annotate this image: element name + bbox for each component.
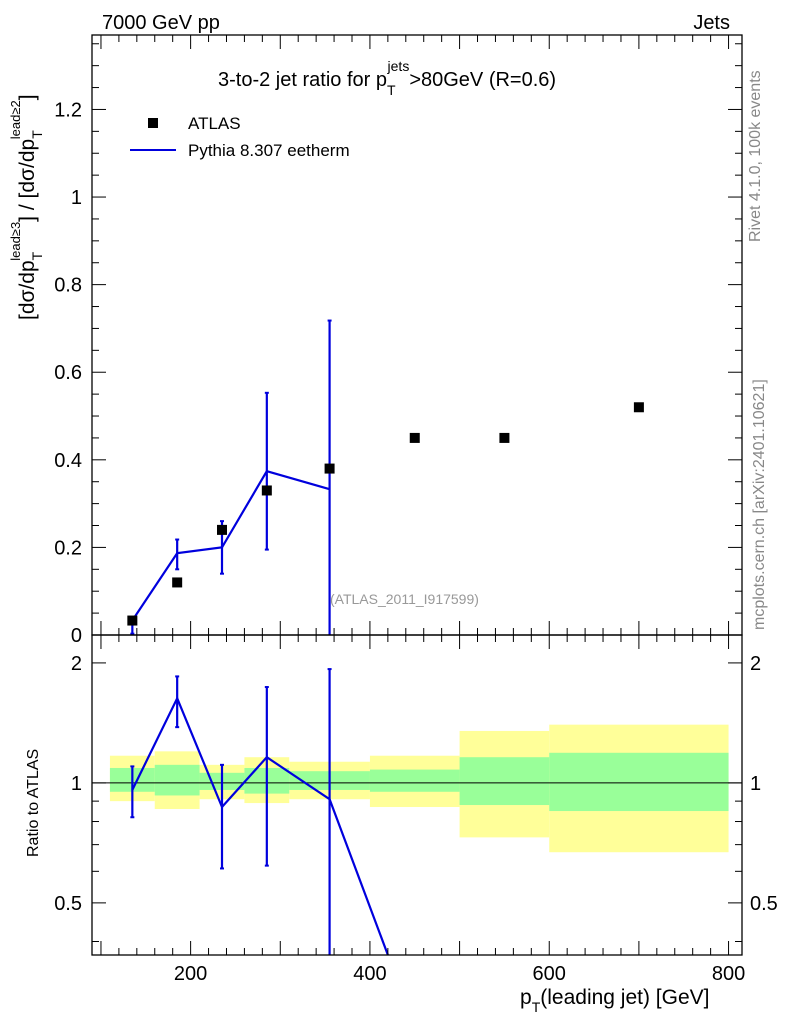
y-tick-label: 0.8	[54, 275, 82, 297]
y-tick-label: 1	[71, 187, 82, 209]
rivet-label: Rivet 4.1.0, 100k events	[747, 70, 764, 242]
ratio-y-tick-label-right: 0.5	[750, 893, 778, 915]
header-right: Jets	[693, 12, 730, 34]
svg-text:[dσ/dpTlead≥3] / [dσ/dpTlead≥2: [dσ/dpTlead≥3] / [dσ/dpTlead≥2]	[8, 94, 45, 320]
data-point	[217, 524, 227, 535]
data-point	[172, 577, 183, 588]
ratio-y-tick-label-right: 1	[750, 773, 761, 795]
mcplots-label: mcplots.cern.ch [arXiv:2401.10621]	[751, 379, 768, 630]
legend: ATLAS Pythia 8.307 eetherm	[130, 114, 350, 160]
data-point	[261, 485, 272, 496]
y-tick-label: 0.6	[54, 362, 82, 384]
data-point	[324, 463, 335, 474]
stat-band-inner-1	[154, 764, 200, 796]
ratio-y-tick-label-right: 2	[750, 653, 761, 675]
ratio-line	[131, 695, 389, 955]
x-tick-label: 800	[712, 963, 745, 985]
ratio-plot-area: 200 400 600 800 0.5 0.5 1 1 2 2	[54, 634, 778, 985]
legend-label-pythia: Pythia 8.307 eetherm	[188, 141, 350, 160]
ratio-y-tick-label-left: 0.5	[54, 893, 82, 915]
ratio-y-tick-label-left: 2	[71, 653, 82, 675]
main-plot-area: 0 0.2 0.4 0.6 0.8 1 1.2	[54, 34, 743, 647]
x-tick-label: 600	[533, 963, 566, 985]
y-tick-label: 1.2	[54, 99, 82, 121]
x-tick-label: 200	[174, 963, 207, 985]
data-point	[127, 615, 138, 626]
x-tick-label: 400	[353, 963, 386, 985]
y-axis-label-main: [dσ/dpTlead≥3] / [dσ/dpTlead≥2]	[8, 94, 45, 320]
y-tick-label: 0.4	[54, 450, 82, 472]
y-tick-label: 0.2	[54, 537, 82, 559]
legend-label-atlas: ATLAS	[188, 114, 241, 133]
data-point	[409, 432, 420, 443]
y-tick-label: 0	[71, 625, 82, 647]
chart-title: 3-to-2 jet ratio for pTjets>80GeV (R=0.6…	[218, 58, 556, 98]
mc-line	[131, 469, 330, 622]
stat-band-inner-5	[369, 769, 460, 792]
legend-marker-atlas	[148, 118, 158, 128]
header-left: 7000 GeV pp	[102, 12, 220, 34]
stat-band-inner-7	[549, 752, 729, 812]
data-point	[499, 432, 510, 443]
y-axis-label-ratio: Ratio to ATLAS	[25, 749, 42, 857]
ratio-frame	[91, 634, 743, 956]
reference-label: (ATLAS_2011_I917599)	[330, 591, 479, 607]
data-point	[633, 402, 644, 413]
x-axis-label: pT(leading jet) [GeV]	[520, 986, 710, 1015]
ratio-series	[130, 668, 389, 955]
ratio-y-tick-label-left: 1	[71, 773, 82, 795]
stat-band-inner-6	[459, 757, 550, 806]
